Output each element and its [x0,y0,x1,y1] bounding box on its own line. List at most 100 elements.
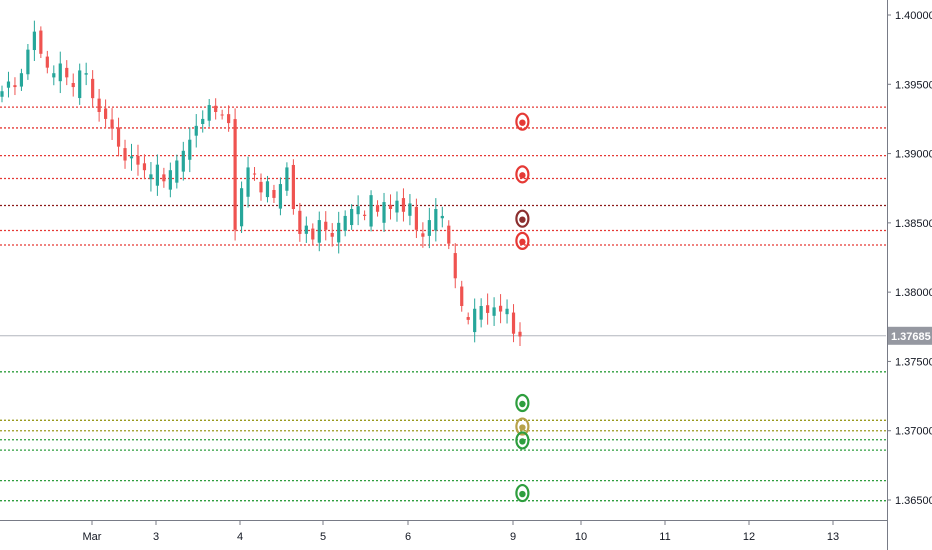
candle-body [39,30,43,54]
x-tick-label: 13 [827,531,839,543]
candle-body [324,221,328,230]
candle-body [350,209,354,226]
marker-dot [519,490,526,498]
candles [0,20,522,346]
candle-body [71,83,75,88]
current-price-badge: 1.37685 [888,326,932,345]
candle-body [91,78,95,99]
candle-body [511,312,516,334]
candle-body [278,184,283,209]
candle-body [207,105,211,121]
x-tick-label: 9 [510,531,516,543]
y-tick-label: 1.36500 [895,495,932,507]
y-tick-label: 1.39000 [895,149,932,161]
candle-body [149,174,153,180]
candle-body [486,305,490,313]
candle-body [317,220,321,243]
y-tick-label: 1.38000 [895,287,932,299]
candle-body [220,114,224,116]
marker-ring [515,483,530,503]
marker-dot [519,119,526,126]
candle-body [246,167,250,197]
candle-body [466,317,470,320]
y-tick-label: 1.38500 [895,218,932,230]
candle-body [0,91,4,97]
candle-body [518,331,522,337]
candle-body [13,85,17,88]
y-tick-label: 1.37000 [895,426,932,438]
marker-dot [519,172,526,179]
candle-body [142,163,147,171]
candle-body [363,214,367,216]
candle-body [337,222,341,243]
candle-body [408,203,412,216]
candle-body [440,215,444,219]
candle-body [272,189,276,198]
y-tick-label: 1.37500 [895,356,932,368]
marker-ring [515,209,530,228]
candle-body [330,232,334,237]
candle-body [123,148,127,161]
candle-body [116,127,121,147]
marker-ring [515,112,530,131]
candle-body [32,31,36,51]
candle-body [427,220,431,236]
candle-body [227,114,231,124]
y-axis[interactable]: 1.40000 1.39500 1.39000 1.38500 1.38000 1.375… [887,10,932,507]
x-tick-label: 4 [237,531,243,543]
candle-body [311,228,315,240]
candle-body [84,73,88,75]
candle-body [298,210,302,234]
price-badge-bg [888,326,932,345]
candle-body [175,160,179,183]
candle-body [78,70,82,99]
candle-body [434,209,438,231]
y-tick-label: 1.39500 [895,79,932,91]
candle-body [447,225,451,244]
candle-body [52,73,56,78]
candle-body [6,81,11,88]
marker-dot [519,424,526,431]
candle-body [201,118,205,124]
candle-body [155,164,159,186]
candle-body [460,286,464,306]
candle-body [65,67,69,78]
candle-body [505,308,509,315]
candle-body [304,225,308,234]
candle-body [401,198,406,212]
candle-body [110,119,114,129]
candle-body [45,56,49,68]
x-tick-label: 6 [405,531,411,543]
candle-body [265,181,270,198]
candle-body [479,306,483,320]
candle-body [181,150,185,172]
marker-dot [519,238,526,246]
candle-body [162,174,166,182]
candle-body [291,164,295,209]
candle-body [395,200,399,213]
y-tick-label: 1.40000 [895,10,932,22]
x-tick-label: 10 [575,531,587,543]
candle-body [129,156,134,159]
x-tick-label: 11 [659,531,670,543]
candle-body [252,173,257,175]
candle-body [369,195,373,227]
candle-body [343,215,347,231]
candle-body [19,73,24,87]
candle-body [453,253,457,279]
price-badge-label: 1.37685 [891,331,931,343]
x-tick-label: 3 [153,531,159,543]
candle-body [194,125,198,136]
x-tick-label: Mar [83,531,102,543]
x-tick-label: 5 [320,531,326,543]
candle-body [375,205,380,212]
marker-ring [515,393,530,413]
marker-ring [515,165,530,184]
candle-body [382,202,386,223]
candle-body [188,139,192,160]
candle-body [259,181,263,193]
candle-body [388,204,393,209]
x-axis[interactable]: Mar 3 4 5 6 9 10 11 12 13 [83,521,840,543]
